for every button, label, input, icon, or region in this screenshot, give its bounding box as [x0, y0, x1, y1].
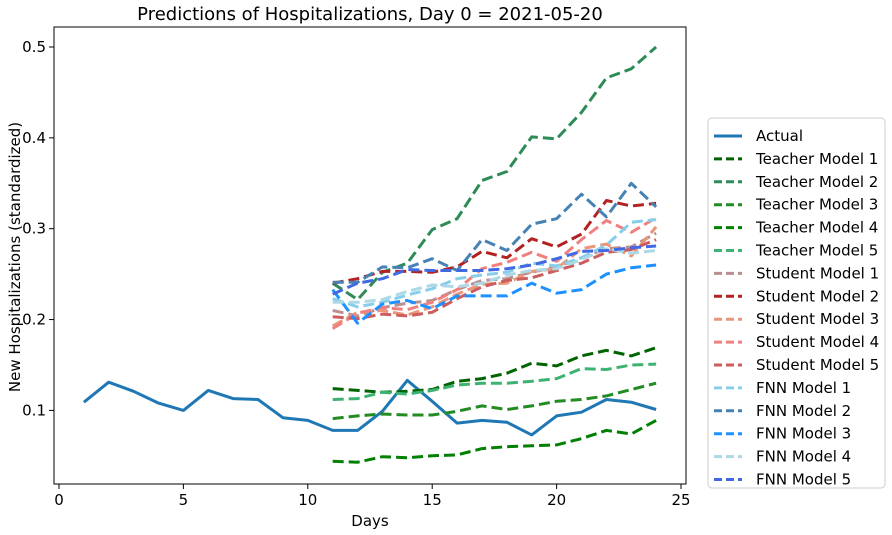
legend-entry: Actual	[756, 127, 803, 145]
series-line-student-model-4	[331, 216, 657, 330]
legend-entry: Student Model 2	[756, 287, 879, 305]
x-axis-label: Days	[351, 512, 389, 530]
legend-entry: FNN Model 1	[756, 379, 851, 397]
series-line-fnn-model-3	[331, 263, 657, 325]
plot-frame	[53, 26, 687, 485]
y-tick-label: 0.3	[22, 220, 46, 238]
y-tick-label: 0.2	[22, 311, 46, 329]
series-line-student-model-2	[332, 199, 657, 285]
y-axis-label: New Hospitalizations (standardized)	[6, 122, 24, 392]
legend-entry: Teacher Model 1	[755, 150, 878, 168]
series-layer	[82, 45, 658, 464]
legend-entry: Student Model 3	[756, 310, 879, 328]
chart-title: Predictions of Hospitalizations, Day 0 =…	[137, 4, 603, 25]
x-tick-label: 20	[547, 491, 566, 509]
y-tick-label: 0.1	[22, 401, 46, 419]
x-tick-label: 25	[671, 491, 690, 509]
series-line-fnn-model-2	[332, 181, 658, 284]
legend-items: Actual Teacher Model 1 Teacher Model 2 Teac…	[714, 127, 879, 489]
y-tick-label: 0.4	[22, 129, 46, 147]
legend-entry: Teacher Model 5	[755, 242, 878, 260]
series-line-fnn-model-4	[332, 247, 657, 304]
series-line-teacher-model-3	[332, 381, 657, 421]
x-tick-label: 5	[179, 491, 189, 509]
legend-entry: FNN Model 3	[756, 425, 851, 443]
legend-entry: FNN Model 4	[756, 448, 851, 466]
series-line-teacher-model-2	[331, 45, 658, 302]
legend-entry: Student Model 1	[756, 264, 879, 282]
legend-entry: FNN Model 2	[756, 402, 851, 420]
x-tick-label: 0	[54, 491, 64, 509]
series-line-actual	[82, 378, 657, 437]
legend-entry: Teacher Model 4	[755, 219, 878, 237]
series-line-student-model-3	[331, 225, 658, 328]
series-line-student-model-5	[332, 238, 657, 321]
series-line-fnn-model-5	[332, 244, 657, 296]
y-tick-label: 0.5	[22, 38, 46, 56]
legend-entry: FNN Model 5	[756, 471, 851, 489]
x-tick-label: 10	[298, 491, 317, 509]
legend-entry: Teacher Model 2	[755, 173, 878, 191]
legend-box	[707, 117, 886, 489]
x-axis: 0 5 10 15 20 25	[54, 484, 691, 509]
y-axis: 0.1 0.2 0.3 0.4 0.5	[22, 38, 54, 419]
legend-entry: Student Model 5	[756, 356, 879, 374]
plot-area: 0 5 10 15 20 25 0.1 0.2 0.3 0.4 0.5	[22, 26, 691, 509]
series-line-teacher-model-5	[332, 362, 657, 401]
x-tick-label: 15	[423, 491, 442, 509]
legend-entry: Teacher Model 3	[755, 196, 878, 214]
series-line-teacher-model-4	[332, 419, 657, 464]
series-line-fnn-model-1	[332, 218, 657, 309]
legend-entry: Student Model 4	[756, 333, 879, 351]
legend: Actual Teacher Model 1 Teacher Model 2 Teac…	[707, 117, 886, 489]
